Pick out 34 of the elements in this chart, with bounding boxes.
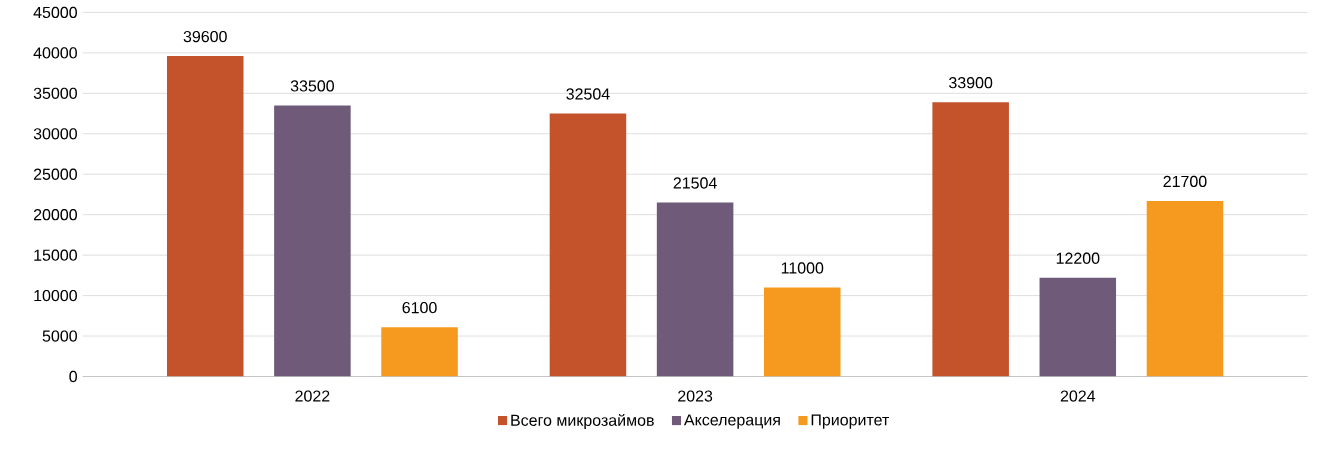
data-label: 32504: [566, 88, 610, 100]
bar: [1146, 200, 1224, 377]
bar: [549, 113, 627, 377]
legend-label: Всего микрозаймов: [511, 413, 654, 430]
legend-label: Приоритет: [811, 414, 890, 429]
data-label: 39600: [183, 30, 227, 43]
data-label: 12200: [1056, 252, 1100, 264]
bar: [763, 287, 841, 377]
y-tick-label: 35000: [33, 87, 77, 99]
data-label: 21504: [673, 177, 717, 189]
y-tick-label: 40000: [33, 47, 77, 59]
bar: [932, 102, 1009, 377]
y-tick-label: 0: [69, 370, 77, 383]
data-label: 33900: [949, 77, 993, 89]
y-tick-label: 25000: [33, 168, 77, 180]
bar: [381, 327, 458, 377]
bar: [656, 202, 734, 377]
data-label: 11000: [781, 262, 824, 274]
y-tick-label: 15000: [34, 249, 77, 261]
legend-label: Акселерация: [683, 414, 780, 429]
x-tick-label: 2023: [678, 390, 713, 402]
y-tick-label: 10000: [34, 289, 77, 302]
bar: [1039, 277, 1117, 377]
data-label: 33500: [290, 80, 334, 92]
x-tick-label: 2022: [295, 390, 330, 402]
bar: [166, 56, 244, 377]
bar: [274, 105, 351, 377]
y-tick-label: 5000: [42, 330, 77, 342]
data-label: 6100: [402, 301, 437, 314]
y-tick-label: 20000: [33, 208, 77, 221]
y-tick-label: 45000: [33, 6, 77, 19]
y-tick-label: 30000: [33, 128, 77, 140]
data-label: 21700: [1163, 175, 1207, 188]
x-tick-label: 2024: [1060, 390, 1096, 402]
